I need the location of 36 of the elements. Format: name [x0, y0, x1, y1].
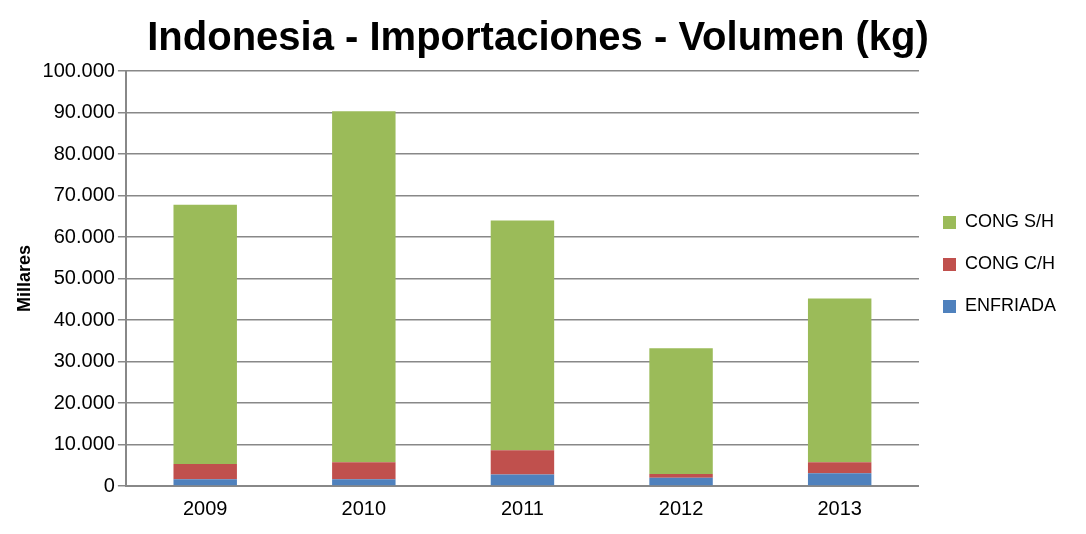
y-axis-title: Millares — [13, 244, 34, 313]
bar — [807, 462, 872, 474]
bar — [173, 479, 237, 486]
y-tick-label: 70.000 — [53, 183, 115, 206]
x-tick-label: 2013 — [817, 496, 862, 519]
y-tick-label: 80.000 — [53, 141, 115, 164]
x-tick-label: 2012 — [658, 496, 704, 519]
bar — [332, 462, 396, 480]
y-tick-label: 60.000 — [53, 224, 115, 247]
y-tick-label: 90.000 — [53, 100, 115, 123]
legend-label: CONG C/H — [964, 253, 1055, 274]
chart-title: Indonesia - Importaciones - Volumen (kg) — [147, 14, 929, 59]
x-tick-label: 2010 — [341, 496, 387, 519]
legend-label: ENFRIADA — [964, 295, 1056, 316]
bar — [649, 473, 713, 478]
y-tick-label: 50.000 — [53, 266, 115, 289]
bar — [490, 474, 555, 486]
bar — [173, 464, 237, 480]
x-tick-label: 2011 — [500, 496, 544, 519]
bar — [807, 298, 872, 463]
bar — [173, 204, 237, 465]
bar — [332, 111, 396, 463]
bar — [807, 473, 872, 486]
y-tick-label: 10.000 — [53, 432, 115, 455]
bar — [332, 479, 396, 486]
y-tick-label: 30.000 — [53, 349, 115, 372]
bar — [649, 348, 713, 474]
x-tick-label: 2009 — [182, 496, 228, 519]
y-tick-label: 20.000 — [53, 390, 115, 413]
y-tick-label: 100.000 — [42, 58, 115, 81]
bar — [490, 450, 555, 475]
legend-label: CONG S/H — [964, 211, 1054, 232]
y-tick-label: 40.000 — [53, 307, 115, 330]
bar — [490, 220, 555, 451]
y-tick-label: 0 — [103, 473, 115, 496]
bar — [649, 477, 713, 486]
